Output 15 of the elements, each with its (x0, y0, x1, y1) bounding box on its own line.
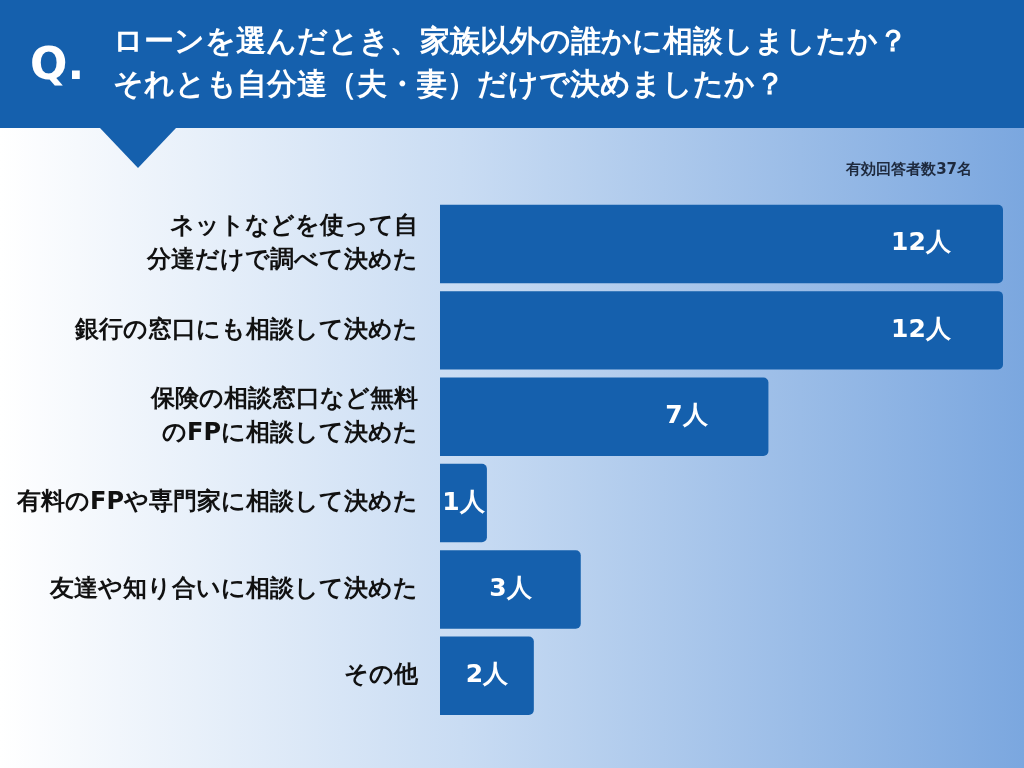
y-tick-label: 銀行の窓口にも相談して決めた (74, 314, 418, 343)
data-label: 12人 (891, 227, 952, 257)
y-tick-label: 有料のFPや専門家に相談して決めた (16, 487, 418, 516)
y-tick-label: その他 (344, 660, 419, 689)
data-label: 12人 (891, 313, 952, 343)
text: Q. (30, 37, 85, 91)
y-tick-label: ネットなどを使って自分達だけで調べて決めた (146, 211, 418, 274)
chart-title: ローンを選んだとき、家族以外の誰かに相談しましたか？それとも自分達（夫・妻）だけで決めましたか？ (113, 22, 909, 103)
y-tick-label: 友達や知り合いに相談して決めた (49, 573, 418, 602)
data-label: 3人 (489, 572, 533, 602)
text: 有効回答者数37名 (846, 159, 972, 180)
data-label: 7人 (665, 400, 709, 430)
data-label: 2人 (465, 659, 510, 689)
y-tick-label: 保険の相談窓口など無料のFPに相談して決めた (150, 384, 418, 446)
data-label: 1人 (442, 486, 486, 516)
